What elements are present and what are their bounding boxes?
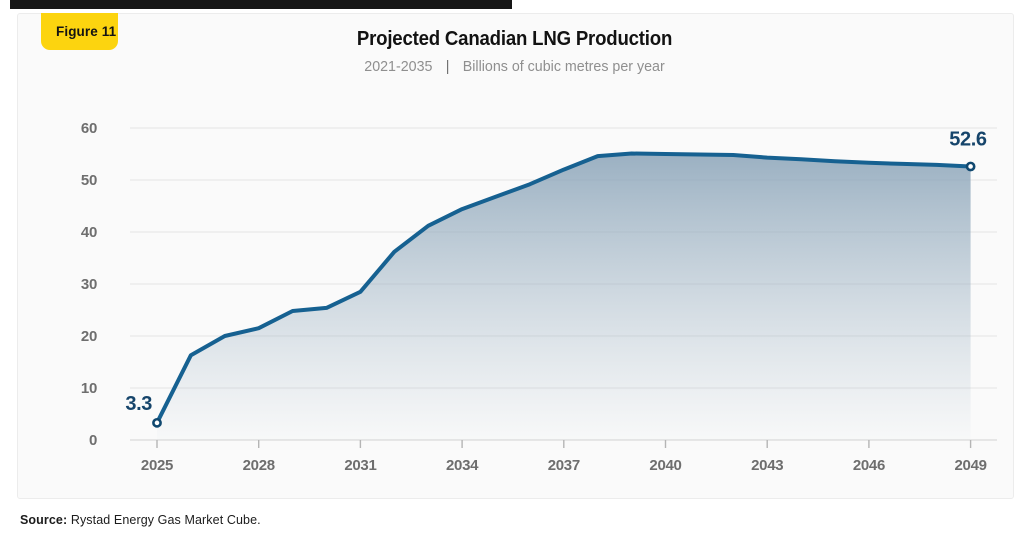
- figure-badge: Figure 11: [41, 13, 118, 50]
- data-series: 3.3 52.6: [125, 128, 987, 440]
- subtitle-units: Billions of cubic metres per year: [462, 58, 665, 75]
- subtitle-separator-icon: |: [445, 58, 450, 75]
- x-tick-label: 2049: [955, 457, 987, 474]
- y-tick-label: 30: [81, 276, 97, 293]
- x-tick-label: 2046: [853, 457, 885, 474]
- endpoint-marker: [152, 417, 162, 428]
- series-line: [155, 151, 973, 425]
- y-tick-label: 20: [81, 328, 97, 345]
- x-tick-label: 2040: [649, 457, 681, 474]
- axis-labels: 0 10 20 30 40 50 60 2025 2028 2031 2034 2037 2040 204…: [81, 120, 987, 474]
- x-tick-label: 2034: [446, 457, 479, 474]
- endpoint-marker: [965, 161, 976, 172]
- x-tick-label: 2037: [548, 457, 580, 474]
- chart-title: Projected Canadian LNG Production: [356, 28, 673, 50]
- x-tick-label: 2043: [751, 457, 783, 474]
- x-tick-label: 2031: [344, 457, 376, 474]
- top-accent-bar: [10, 0, 512, 9]
- y-tick-label: 40: [81, 224, 97, 241]
- source-note: Source: Rystad Energy Gas Market Cube.: [20, 513, 261, 527]
- area-fill: [157, 153, 971, 440]
- y-tick-label: 10: [81, 380, 97, 397]
- x-tick-label: 2028: [243, 457, 275, 474]
- source-label: Source:: [20, 513, 68, 527]
- subtitle-range: 2021-2035: [364, 58, 433, 75]
- x-tick-label: 2025: [141, 457, 173, 474]
- y-tick-label: 50: [81, 172, 97, 189]
- y-tick-label: 60: [81, 120, 97, 137]
- source-text: Rystad Energy Gas Market Cube.: [67, 513, 261, 527]
- figure-badge-label: Figure 11: [56, 24, 117, 39]
- value-label: 52.6: [949, 128, 987, 150]
- y-tick-label: 0: [89, 432, 97, 449]
- chart-subtitle: 2021-2035 | Billions of cubic metres per…: [42, 58, 987, 75]
- value-label: 3.3: [125, 393, 152, 415]
